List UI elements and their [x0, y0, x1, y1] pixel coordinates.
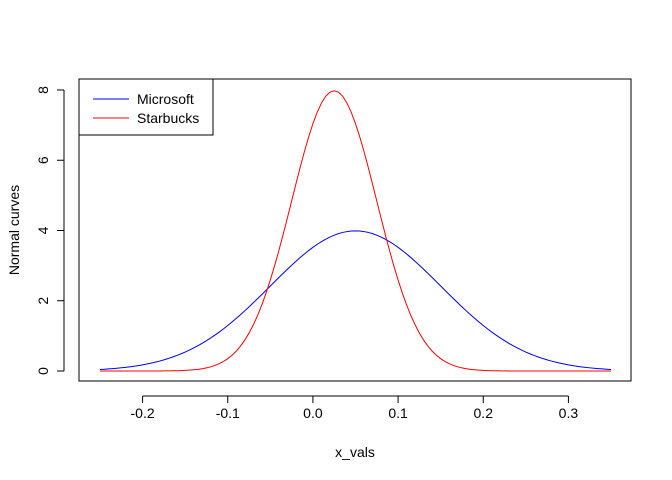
x-axis: -0.2 -0.1 0.0 0.1 0.2 0.3 [131, 395, 579, 421]
legend: Microsoft Starbucks [78, 78, 214, 136]
series-layer [99, 90, 612, 372]
y-tick-label: 0 [35, 367, 51, 375]
series-line-starbucks [100, 90, 611, 372]
x-tick-label: 0.2 [474, 405, 494, 421]
y-tick-label: 6 [35, 156, 51, 164]
plot-frame [78, 78, 632, 382]
series-line-microsoft [99, 230, 612, 370]
y-tick-label: 4 [35, 226, 51, 234]
x-tick-label: 0.0 [303, 405, 323, 421]
y-tick-label: 8 [35, 86, 51, 94]
x-tick-label: -0.1 [216, 405, 240, 421]
x-axis-label: x_vals [335, 444, 375, 460]
y-axis: 0 2 4 6 8 [35, 86, 65, 375]
x-tick-label: 0.1 [388, 405, 408, 421]
y-axis-label: Normal curves [6, 185, 22, 275]
legend-label-starbucks: Starbucks [137, 110, 199, 126]
legend-box [78, 78, 214, 136]
x-tick-label: -0.2 [131, 405, 155, 421]
y-tick-label: 2 [35, 297, 51, 305]
x-tick-label: 0.3 [559, 405, 579, 421]
legend-label-microsoft: Microsoft [137, 91, 194, 107]
